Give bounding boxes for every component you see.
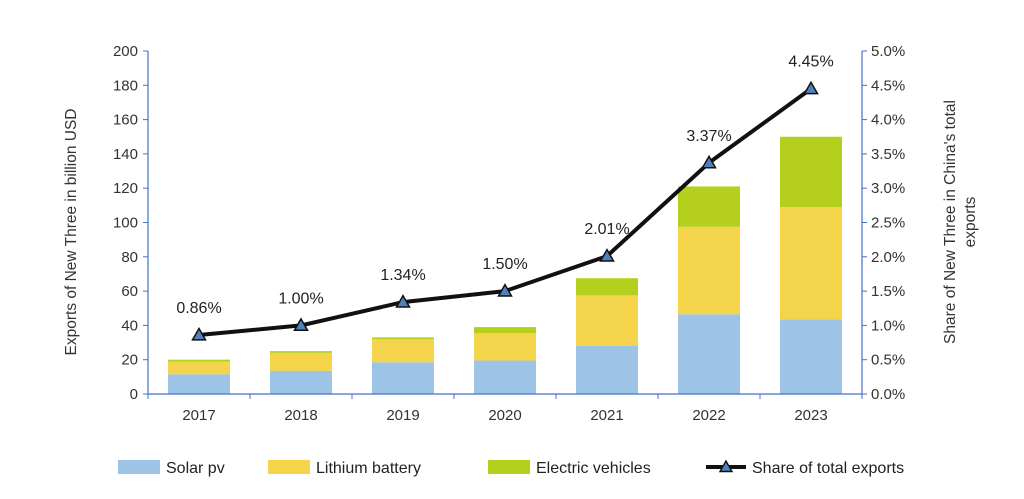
y-tick-label: 140 [113, 146, 138, 163]
bar-solar-pv-2019 [372, 362, 434, 394]
y2-tick-label: 1.5% [871, 283, 905, 300]
bar-lithium-battery-2023 [780, 207, 842, 320]
bar-electric-vehicles-2022 [678, 186, 740, 227]
y2-tick-label: 0.0% [871, 386, 905, 403]
legend-label: Solar pv [166, 460, 225, 477]
axes-group: 0 20 40 60 80 100 120 140 160 180 200 0.0% 0.5% 1.0% 1… [113, 43, 905, 424]
legend-label: Electric vehicles [536, 460, 651, 477]
y2-tick-label: 5.0% [871, 43, 905, 60]
share-label-2019: 1.34% [380, 267, 425, 284]
share-label-2020: 1.50% [482, 256, 527, 273]
y2-tick-label: 4.0% [871, 112, 905, 129]
share-line-group [191, 80, 819, 341]
y2-tick-label: 2.0% [871, 249, 905, 266]
share-marker-2017 [191, 326, 207, 341]
share-label-2023: 4.45% [788, 54, 833, 71]
bar-lithium-battery-2020 [474, 333, 536, 361]
x-tick-label: 2020 [488, 407, 521, 424]
bars-group [168, 136, 842, 394]
y-tick-label: 40 [121, 317, 138, 334]
y-tick-label: 180 [113, 77, 138, 94]
y2-tick-label: 0.5% [871, 352, 905, 369]
x-tick-label: 2017 [182, 407, 215, 424]
share-label-2022: 3.37% [686, 128, 731, 145]
bar-lithium-battery-2022 [678, 226, 740, 315]
share-marker-2021 [599, 248, 615, 262]
x-tick-label: 2018 [284, 407, 317, 424]
y2-tick-label: 1.0% [871, 317, 905, 334]
bar-lithium-battery-2019 [372, 339, 434, 363]
bar-solar-pv-2023 [780, 319, 842, 394]
share-marker-2019 [395, 294, 411, 308]
legend-swatch-lithium-battery [268, 460, 310, 474]
bar-electric-vehicles-2017 [168, 359, 230, 362]
bar-lithium-battery-2018 [270, 352, 332, 371]
legend-label: Lithium battery [316, 460, 421, 477]
y-tick-label: 0 [130, 386, 138, 403]
share-marker-2023 [803, 80, 819, 95]
x-tick-label: 2021 [590, 407, 623, 424]
y2-tick-label: 3.0% [871, 180, 905, 197]
x-tick-label: 2022 [692, 407, 725, 424]
share-marker-2020 [497, 283, 513, 297]
y2-axis-title-line-2: exports [962, 196, 979, 247]
y-tick-label: 120 [113, 180, 138, 197]
bar-solar-pv-2021 [576, 345, 638, 394]
y2-tick-label: 4.5% [871, 77, 905, 94]
legend-marker [718, 459, 734, 473]
bar-electric-vehicles-2021 [576, 278, 638, 296]
y-tick-label: 160 [113, 112, 138, 129]
legend-label: Share of total exports [752, 460, 904, 477]
legend-swatch-solar-pv [118, 460, 160, 474]
bar-electric-vehicles-2019 [372, 337, 434, 340]
y2-axis-title-line-1: Share of New Three in China's total [942, 100, 959, 344]
share-label-2017: 0.86% [176, 300, 221, 317]
y-tick-label: 200 [113, 43, 138, 60]
bar-solar-pv-2022 [678, 314, 740, 394]
x-tick-label: 2023 [794, 407, 827, 424]
bar-solar-pv-2020 [474, 360, 536, 394]
data-labels-group: 0.86% 1.00% 1.34% 1.50% 2.01% 3.37% 4.45% [176, 54, 833, 317]
bar-electric-vehicles-2020 [474, 327, 536, 334]
share-marker-2022 [701, 154, 717, 169]
legend-swatch-electric-vehicles [488, 460, 530, 474]
y-tick-label: 20 [121, 352, 138, 369]
y-axis-title: Exports of New Three in billion USD [63, 109, 80, 356]
y2-tick-label: 2.5% [871, 215, 905, 232]
share-label-2021: 2.01% [584, 221, 629, 238]
axis-titles-group: Exports of New Three in billion USD Shar… [63, 100, 979, 355]
y-tick-label: 60 [121, 283, 138, 300]
x-tick-label: 2019 [386, 407, 419, 424]
y-tick-label: 100 [113, 215, 138, 232]
bar-solar-pv-2018 [270, 370, 332, 394]
y2-tick-label: 3.5% [871, 146, 905, 163]
share-label-2018: 1.00% [278, 290, 323, 307]
y-tick-label: 80 [121, 249, 138, 266]
bar-lithium-battery-2021 [576, 295, 638, 346]
bar-electric-vehicles-2018 [270, 351, 332, 353]
bar-electric-vehicles-2023 [780, 136, 842, 208]
bar-lithium-battery-2017 [168, 361, 230, 375]
share-marker-2018 [293, 317, 309, 332]
legend: Solar pv Lithium battery Electric vehicles… [118, 459, 904, 477]
bar-solar-pv-2017 [168, 374, 230, 394]
